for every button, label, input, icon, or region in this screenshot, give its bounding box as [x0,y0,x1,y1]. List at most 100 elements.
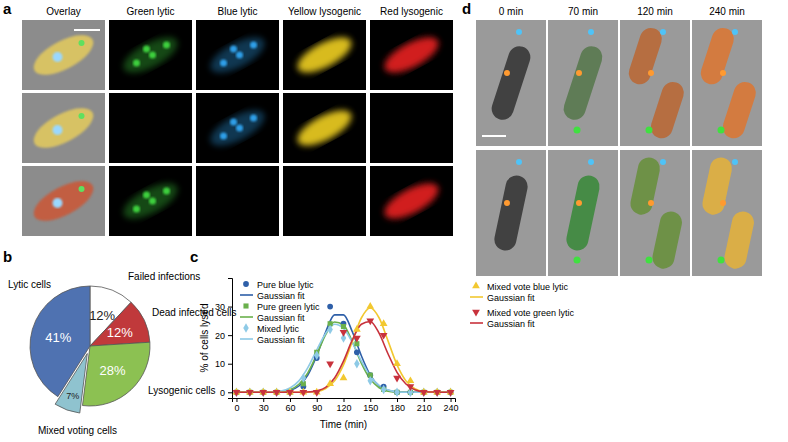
spot [720,70,726,76]
tick: 0 [234,398,239,413]
spot [646,257,653,264]
spot [236,52,243,59]
point [340,330,348,337]
point [354,359,359,368]
cell [292,103,356,152]
legend-label: Mixed vote blue lytic [487,282,569,292]
point [394,388,399,397]
tick: 120 [336,398,351,413]
legend-label: Gaussian fit [487,319,535,329]
tick: 20 [215,331,232,341]
scale-bar [482,135,506,137]
spot [588,159,594,165]
x-axis: 0306090120150180210240 [233,398,459,413]
figure: abcdOverlayGreen lyticBlue lyticYellow l… [0,0,788,442]
category-label: Lysogenic cells [148,385,215,396]
panel-label: d [462,0,471,17]
legend-item: Gaussian fit [240,313,305,323]
point [299,390,307,397]
legend-item: Gaussian fit [240,335,305,345]
spot [230,46,237,53]
tick: 90 [312,398,322,413]
point [368,376,373,385]
legend-line [240,294,253,296]
image-background [283,166,366,236]
legend-item: Mixed vote green lytic [472,308,574,318]
tick: 30 [259,398,269,413]
spot [163,188,170,195]
spot [149,52,156,59]
point [420,390,428,397]
point [393,376,401,383]
spot [143,192,150,199]
image-background [620,150,690,276]
point [381,385,386,394]
tick-label: 240 [444,403,459,413]
image-background [370,166,453,236]
tick-mark [451,398,452,402]
legend-label: Gaussian fit [487,293,535,303]
legend-symbol [472,282,480,289]
data-label: 41% [45,330,71,345]
pie-slice [82,342,150,406]
cell [648,79,687,141]
legend-item: Gaussian fit [470,319,535,329]
plot-area [233,302,455,397]
image-background [692,20,762,146]
data-label: 12% [107,325,133,340]
tick-label: 10 [215,359,225,369]
column-header: 0 min [499,6,523,17]
legend-line [470,296,483,298]
cell [628,155,662,216]
cell [564,174,601,253]
tick: 30 [215,302,232,312]
tick-mark [263,398,264,402]
spot [149,198,156,205]
legend-label: Gaussian fit [257,313,305,323]
image-background [196,20,279,90]
point [327,325,332,334]
spot [516,29,522,35]
micrograph [283,93,366,163]
cell [720,79,759,141]
spot [79,113,85,119]
cell [492,174,529,253]
cell [698,25,737,87]
column-header: Green lytic [127,6,175,17]
spot [250,115,257,122]
column-header: Yellow lysogenic [288,6,361,17]
point [273,390,281,397]
legend-symbol [243,303,248,308]
tick-mark [228,335,232,336]
spot [220,60,227,67]
tick-mark [228,392,232,393]
legend-line [240,338,253,340]
point [341,324,346,329]
point [393,359,401,366]
legend-item: Mixed vote blue lytic [472,282,568,292]
spot [163,42,170,49]
point [340,374,348,381]
micrograph [22,20,105,90]
tick-label: 30 [259,403,269,413]
point [233,390,241,397]
tick-mark [236,398,237,402]
image-background [692,150,762,276]
point [407,376,415,383]
spot [53,125,63,135]
tick: 10 [215,359,232,369]
micrograph [283,20,366,90]
point [380,333,388,340]
panel-label: a [3,0,12,17]
cell [28,173,99,229]
micrograph [196,166,279,236]
spot [660,29,666,35]
cell [118,30,182,79]
cell [700,155,734,216]
spot [576,70,582,76]
spot [143,46,150,53]
data-label: 7% [66,391,79,401]
point [366,302,374,309]
image-background [283,93,366,163]
spot [660,159,666,165]
